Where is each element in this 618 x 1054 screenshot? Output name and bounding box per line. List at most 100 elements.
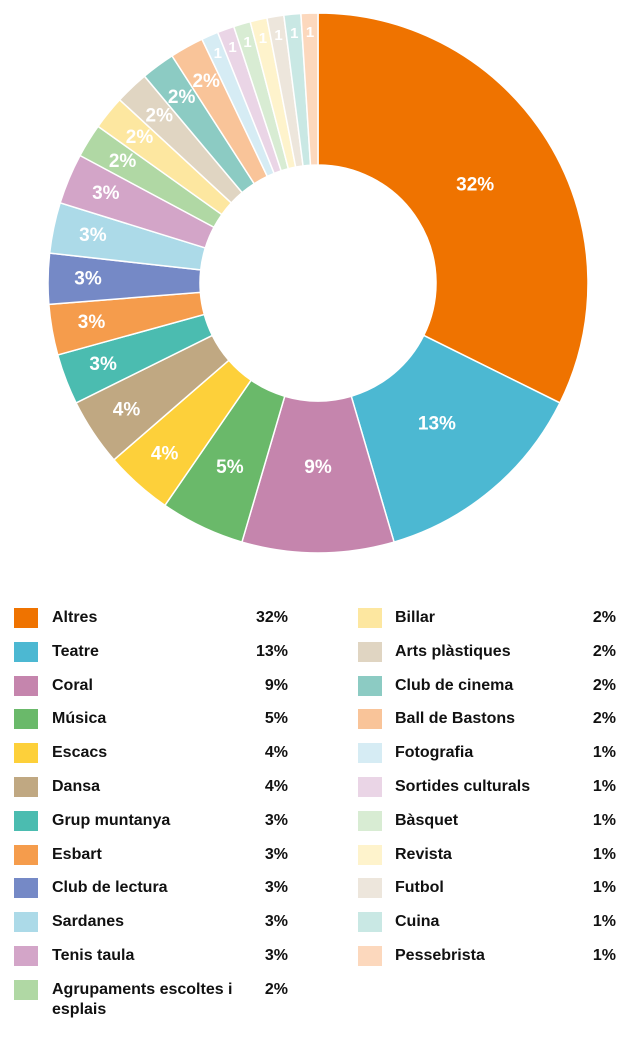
- legend-label: Billar: [395, 609, 436, 626]
- legend-swatch: [358, 641, 382, 662]
- legend-value: 2%: [592, 642, 616, 660]
- legend-value: 1%: [592, 744, 616, 762]
- slice: [317, 12, 589, 404]
- legend-label: Grup muntanya: [52, 811, 171, 829]
- legend-item: Altres 32%: [14, 608, 288, 652]
- legend-label: Cuina: [395, 913, 440, 931]
- legend-value: 3%: [264, 913, 288, 931]
- slice-label: 3%: [79, 225, 107, 246]
- slice-label: 4%: [113, 399, 141, 420]
- slice-label: 13%: [418, 414, 456, 435]
- legend-swatch: [14, 608, 38, 628]
- legend-label: Pessebrista: [395, 947, 485, 964]
- legend-value: 3%: [264, 879, 288, 897]
- legend-value: 3%: [264, 811, 288, 829]
- legend-label: Agrupaments escoltes i esplais: [52, 980, 233, 1018]
- legend-swatch: [358, 608, 382, 628]
- legend-swatch: [358, 709, 382, 730]
- slice-label: 1: [214, 45, 222, 62]
- slice: [300, 12, 319, 167]
- legend-item: Club de cinema 2%: [358, 675, 618, 720]
- legend-item: Cuina 1%: [358, 912, 618, 956]
- legend-swatch: [14, 912, 38, 933]
- legend-item: Bàsquet 1%: [358, 810, 618, 855]
- legend-label: Sardanes: [52, 913, 125, 931]
- legend-item: Dansa 4%: [14, 777, 288, 821]
- legend-label: Club de cinema: [395, 676, 514, 694]
- legend-value: 2%: [264, 980, 288, 998]
- slice-label: 5%: [216, 457, 244, 478]
- legend-value: 4%: [264, 744, 288, 762]
- legend-value: 2%: [592, 609, 616, 626]
- legend-swatch: [14, 743, 38, 764]
- legend-item: Esbart 3%: [14, 844, 288, 889]
- slice-label: 1: [259, 30, 267, 47]
- slice-label: 3%: [89, 354, 117, 375]
- slice-label: 9%: [304, 457, 332, 478]
- legend-swatch: [358, 946, 382, 966]
- legend-value: 2%: [592, 710, 616, 728]
- legend-swatch: [358, 675, 382, 696]
- legend-item: Teatre 13%: [14, 641, 288, 686]
- legend-label: Coral: [52, 676, 93, 694]
- legend-item: Agrupaments escoltes i esplais 2%: [14, 979, 288, 1024]
- legend-swatch: [14, 810, 38, 831]
- legend-item: Futbol 1%: [358, 878, 618, 922]
- legend-value: 1%: [592, 913, 616, 931]
- legend-item: Fotografia 1%: [358, 743, 618, 787]
- slice-label: 32%: [456, 174, 494, 195]
- legend-item: Club de lectura 3%: [14, 878, 288, 922]
- legend-label: Fotografia: [395, 744, 474, 762]
- slice-label: 1: [243, 34, 251, 51]
- slice-label: 2%: [109, 151, 137, 172]
- legend-label: Arts plàstiques: [395, 642, 511, 660]
- slice: [350, 334, 561, 543]
- legend-item: Tenis taula 3%: [14, 946, 288, 990]
- legend-label: Música: [52, 710, 107, 728]
- slice-label: 1: [306, 24, 314, 41]
- legend-value: 32%: [255, 609, 288, 626]
- slice-label: 2%: [146, 106, 174, 127]
- legend-swatch: [358, 878, 382, 899]
- slice-label: 3%: [74, 268, 102, 289]
- legend-item: Grup muntanya 3%: [14, 810, 288, 855]
- legend-item: Escacs 4%: [14, 743, 288, 787]
- legend-item: Revista 1%: [358, 844, 618, 889]
- legend-swatch: [14, 979, 38, 1000]
- legend-label: Escacs: [52, 744, 108, 762]
- slice-label: 4%: [151, 443, 179, 464]
- legend-item: Sardanes 3%: [14, 912, 288, 956]
- legend-value: 4%: [264, 778, 288, 795]
- slice-label: 1: [290, 25, 298, 42]
- slice-label: 3%: [92, 183, 120, 204]
- legend-value: 1%: [592, 947, 616, 964]
- slice-label: 2%: [126, 127, 154, 148]
- legend-swatch: [358, 844, 382, 865]
- legend-value: 1%: [592, 879, 616, 897]
- legend-swatch: [358, 810, 382, 831]
- legend-swatch: [14, 946, 38, 966]
- legend-value: 3%: [264, 845, 288, 863]
- legend-value: 13%: [255, 642, 288, 660]
- legend-label: Ball de Bastons: [395, 710, 516, 728]
- legend-value: 3%: [264, 947, 288, 964]
- legend-swatch: [358, 777, 382, 797]
- legend-value: 1%: [592, 811, 616, 829]
- legend-label: Club de lectura: [52, 879, 168, 897]
- legend-item: Arts plàstiques 2%: [358, 641, 618, 686]
- legend-swatch: [358, 743, 382, 764]
- legend-value: 9%: [264, 676, 288, 694]
- legend-value: 5%: [264, 710, 288, 728]
- legend-item: Ball de Bastons 2%: [358, 709, 618, 753]
- legend-label: Dansa: [52, 778, 101, 795]
- legend-item: Pessebrista 1%: [358, 946, 618, 990]
- legend-label: Altres: [52, 609, 98, 626]
- legend-swatch: [358, 912, 382, 933]
- legend-label: Tenis taula: [52, 947, 135, 964]
- legend-item: Coral 9%: [14, 675, 288, 720]
- legend-label: Teatre: [52, 642, 99, 660]
- slice-label: 3%: [78, 312, 106, 333]
- legend-swatch: [14, 709, 38, 730]
- legend-swatch: [14, 675, 38, 696]
- legend-swatch: [14, 777, 38, 797]
